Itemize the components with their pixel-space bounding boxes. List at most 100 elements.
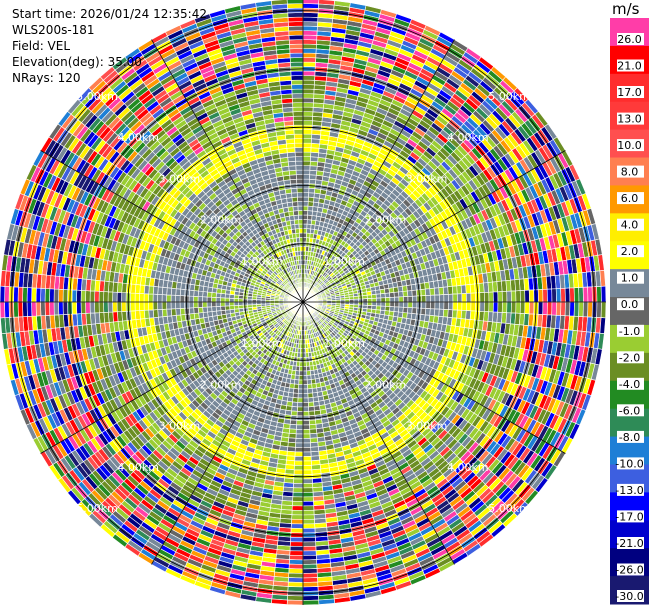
velocity-gates (0, 0, 607, 606)
range-gate (22, 301, 28, 318)
range-gate (389, 306, 395, 312)
range-gate (302, 478, 313, 484)
range-gate (599, 317, 606, 335)
range-gate (429, 308, 436, 317)
range-gate (197, 290, 204, 298)
range-gate (166, 294, 172, 303)
range-gate (302, 572, 318, 579)
range-gate (170, 287, 177, 296)
range-gate (289, 541, 304, 547)
range-gate (121, 292, 127, 303)
range-gate (112, 291, 118, 303)
range-gate (424, 308, 431, 316)
range-gate (293, 469, 304, 475)
range-gate (302, 500, 315, 507)
range-gate (302, 379, 308, 385)
range-gate (295, 433, 304, 439)
range-gate (291, 518, 304, 525)
range-gate (294, 455, 304, 462)
range-gate (290, 523, 304, 529)
range-gate (302, 406, 310, 412)
range-gate (179, 295, 186, 303)
range-gate (302, 509, 315, 516)
range-gate (298, 379, 304, 385)
range-gate (425, 301, 431, 310)
range-gate (302, 496, 314, 502)
range-gate (302, 563, 318, 570)
range-gate (107, 291, 114, 303)
range-gate (298, 375, 304, 381)
range-gate (573, 301, 580, 317)
range-gate (371, 301, 377, 307)
range-gate (270, 598, 288, 605)
range-gate (407, 301, 413, 309)
range-gate (302, 554, 317, 561)
range-gate (302, 523, 316, 529)
range-gate (206, 296, 212, 303)
range-gate (582, 301, 589, 318)
range-gate (188, 307, 195, 315)
range-gate (302, 455, 312, 462)
range-gate (302, 361, 307, 367)
range-gate (302, 599, 320, 606)
range-gate (294, 446, 304, 453)
range-gate (290, 410, 298, 417)
range-gate (385, 301, 391, 307)
range-gate (510, 301, 517, 314)
range-gate (443, 301, 449, 310)
range-gate (302, 536, 316, 543)
range-gate (297, 388, 304, 394)
range-gate (233, 301, 239, 306)
range-gate (148, 301, 154, 311)
range-gate (302, 518, 315, 525)
range-gate (44, 301, 51, 316)
range-gate (578, 301, 584, 318)
range-gate (233, 298, 239, 303)
range-gate (506, 301, 512, 314)
range-gate (501, 301, 508, 314)
range-gate (309, 423, 317, 430)
range-gate (306, 383, 313, 390)
range-gate (302, 370, 308, 376)
range-gate (71, 301, 78, 315)
range-gate (302, 375, 308, 381)
range-gate (297, 393, 304, 399)
range-gate (389, 301, 395, 308)
range-gate (600, 301, 607, 319)
range-gate (166, 287, 173, 296)
range-gate (31, 301, 37, 317)
range-gate (289, 554, 304, 561)
range-gate (35, 287, 42, 303)
range-gate (298, 370, 304, 376)
range-gate (302, 541, 317, 547)
range-gate (302, 410, 310, 417)
range-gate (289, 419, 298, 426)
range-gate (288, 559, 304, 565)
range-gate (293, 388, 299, 394)
range-gate (4, 301, 10, 318)
range-gate (197, 306, 204, 314)
range-gate (302, 384, 308, 390)
range-gate (161, 301, 168, 310)
range-gate (420, 301, 427, 309)
range-gate (302, 428, 311, 435)
range-gate (247, 301, 253, 306)
range-gate (302, 451, 312, 457)
range-gate (546, 301, 553, 316)
range-gate (411, 301, 418, 309)
range-gate (302, 559, 318, 565)
range-gate (188, 301, 195, 309)
range-gate (229, 305, 235, 311)
range-gate (292, 482, 304, 489)
range-gate (80, 301, 87, 314)
range-gate (170, 294, 177, 303)
range-gate (175, 294, 181, 303)
range-gate (215, 297, 221, 303)
range-gate (299, 366, 304, 372)
range-gate (452, 301, 458, 311)
range-gate (193, 290, 199, 297)
range-gate (175, 301, 181, 310)
range-gate (289, 423, 297, 430)
range-gate (197, 296, 203, 303)
